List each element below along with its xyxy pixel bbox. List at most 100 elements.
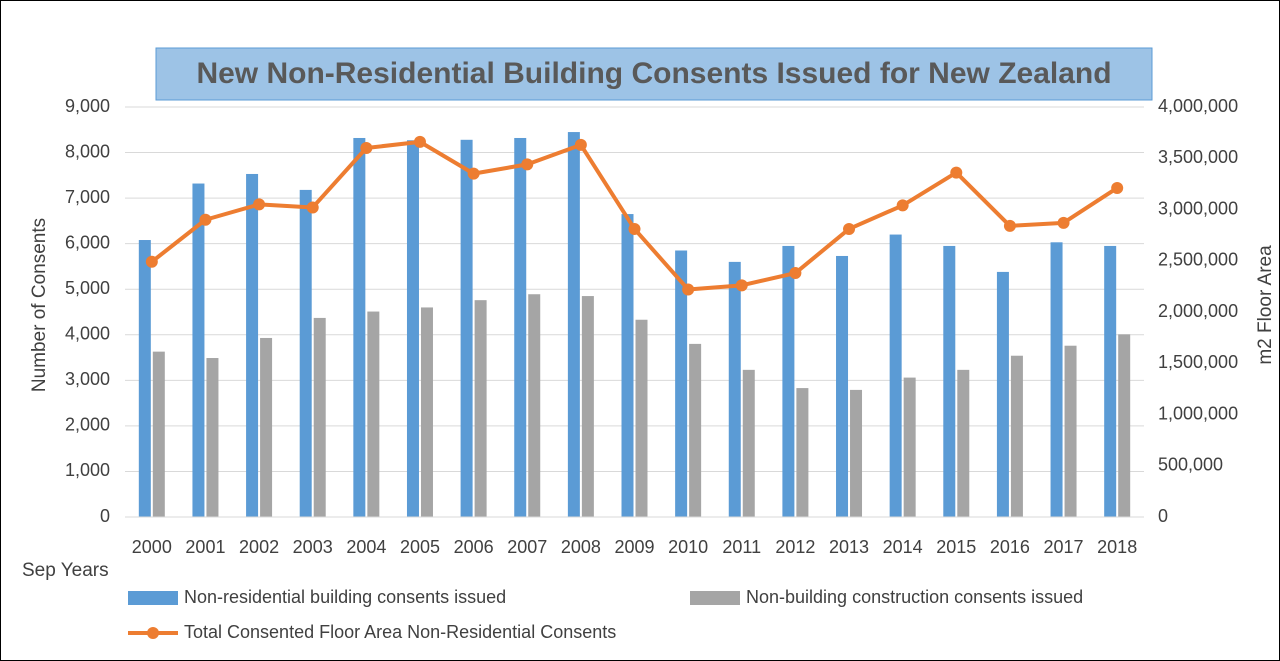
line-marker (467, 167, 480, 180)
bar (581, 296, 594, 517)
x-tick-label: 2018 (1097, 537, 1137, 557)
x-tick-label: 2004 (346, 537, 386, 557)
y-tick-label: 8,000 (65, 141, 110, 161)
bar (689, 343, 702, 517)
legend-swatch (147, 627, 159, 639)
x-tick-label: 2006 (454, 537, 494, 557)
line-marker (521, 158, 534, 171)
legend-label: Non-residential building consents issued (184, 587, 506, 607)
x-tick-label: 2016 (990, 537, 1030, 557)
line-marker (306, 201, 319, 214)
y-tick-label: 1,000 (65, 460, 110, 480)
bar (567, 132, 580, 518)
x-tick-label: 2010 (668, 537, 708, 557)
legend-swatch (690, 591, 740, 605)
x-tick-label: 2003 (293, 537, 333, 557)
y-tick-label: 9,000 (65, 96, 110, 116)
bar (903, 377, 916, 517)
y-tick-label: 3,000 (65, 369, 110, 389)
y-axis-label: Number of Consents (29, 218, 50, 392)
bar (420, 307, 433, 517)
bar (299, 189, 312, 517)
bar (1064, 345, 1077, 517)
y-tick-label: 4,000 (65, 324, 110, 344)
bar (474, 300, 487, 517)
x-tick-label: 2007 (507, 537, 547, 557)
bar (796, 388, 809, 517)
bar (367, 311, 380, 517)
x-tick-label: 2000 (132, 537, 172, 557)
bar (1104, 245, 1117, 517)
x-tick-label: 2009 (614, 537, 654, 557)
x-tick-label: 2015 (936, 537, 976, 557)
bar (246, 173, 259, 517)
legend-label: Total Consented Floor Area Non-Residenti… (184, 622, 616, 642)
line-marker (682, 283, 695, 296)
bar (850, 389, 863, 517)
line-marker (1057, 216, 1070, 229)
bar (514, 137, 527, 517)
bar (353, 137, 366, 517)
x-tick-label: 2014 (883, 537, 923, 557)
title-box (155, 47, 1153, 101)
bar (406, 140, 419, 517)
y2-tick-label: 1,500,000 (1158, 352, 1238, 372)
x-tick-label: 2013 (829, 537, 869, 557)
bar (1010, 355, 1023, 517)
y2-tick-label: 3,500,000 (1158, 147, 1238, 167)
x-tick-label: 2002 (239, 537, 279, 557)
bar (460, 139, 473, 518)
bar (152, 351, 165, 517)
bar (635, 319, 648, 517)
y2-tick-label: 500,000 (1158, 455, 1223, 475)
y2-tick-label: 0 (1158, 506, 1168, 526)
line-marker (574, 138, 587, 151)
bar (528, 294, 541, 517)
bar (621, 214, 634, 518)
bar (836, 255, 849, 517)
bar (957, 369, 970, 517)
line-marker (628, 222, 641, 235)
line-marker (145, 255, 158, 268)
x-axis-label: Sep Years (22, 560, 109, 581)
x-tick-label: 2017 (1044, 537, 1084, 557)
bar (138, 240, 151, 517)
bar (260, 337, 273, 517)
chart-title: New Non-Residential Building Consents Is… (196, 57, 1111, 90)
line-marker (1003, 219, 1016, 232)
y-tick-label: 0 (100, 506, 110, 526)
y2-tick-label: 4,000,000 (1158, 96, 1238, 116)
bar (313, 317, 326, 517)
x-tick-label: 2001 (185, 537, 225, 557)
bar (675, 250, 688, 517)
bar (192, 183, 205, 518)
line-marker (360, 142, 373, 154)
x-tick-label: 2011 (722, 537, 761, 557)
y-tick-label: 7,000 (65, 187, 110, 207)
x-tick-label: 2012 (775, 537, 815, 557)
line-marker (1111, 181, 1124, 194)
line-marker (896, 199, 909, 212)
line-marker (199, 213, 212, 226)
y2-tick-label: 2,500,000 (1158, 250, 1238, 270)
legend-swatch (128, 591, 178, 605)
bar (742, 369, 755, 517)
x-tick-label: 2005 (400, 537, 440, 557)
legend-label: Non-building construction consents issue… (746, 587, 1083, 607)
bar (782, 245, 795, 517)
y-tick-label: 5,000 (65, 278, 110, 298)
x-tick-label: 2008 (561, 537, 601, 557)
bar (889, 234, 902, 518)
bar (206, 358, 219, 517)
line-marker (735, 279, 748, 292)
bar (1118, 334, 1131, 517)
bar (996, 271, 1009, 517)
y-tick-label: 2,000 (65, 415, 110, 435)
line-marker (413, 135, 426, 148)
line-marker (950, 166, 963, 179)
bar (943, 245, 956, 517)
y2-tick-label: 2,000,000 (1158, 301, 1238, 321)
y2-axis-label: m2 Floor Area (1255, 245, 1276, 365)
y2-tick-label: 3,000,000 (1158, 198, 1238, 218)
y-tick-label: 6,000 (65, 232, 110, 252)
